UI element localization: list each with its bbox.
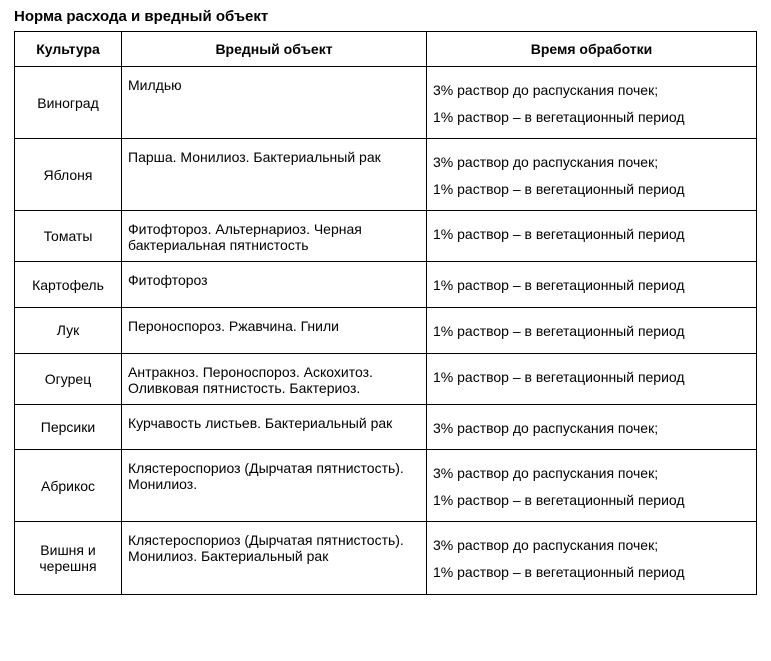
table-row: ЛукПероноспороз. Ржавчина. Гнили1% раств… [15,307,757,353]
cell-culture: Огурец [15,353,122,404]
table-row: Вишня и черешня Клястероспориоз (Дырчата… [15,522,757,594]
treatment-table: Культура Вредный объект Время обработки … [14,31,757,595]
cell-culture: Вишня и черешня [15,522,122,594]
cell-culture: Картофель [15,262,122,308]
table-row: Абрикос Клястероспориоз (Дырчатая пятнис… [15,450,757,522]
cell-object: Милдью [122,67,427,139]
table-row: ЯблоняПарша. Монилиоз. Бактериальный рак… [15,139,757,211]
cell-object: Пероноспороз. Ржавчина. Гнили [122,307,427,353]
table-row: ВиноградМилдью3% раствор до распускания … [15,67,757,139]
table-row: ОгурецАнтракноз. Пероноспороз. Аскохитоз… [15,353,757,404]
cell-culture: Яблоня [15,139,122,211]
cell-time: 1% раствор – в вегетационный период [427,307,757,353]
cell-object: Парша. Монилиоз. Бактериальный рак [122,139,427,211]
cell-time: 3% раствор до распускания почек; 1% раст… [427,450,757,522]
cell-object: Клястероспориоз (Дырчатая пятнистость). … [122,450,427,522]
table-row: ПерсикиКурчавость листьев. Бактериальный… [15,404,757,450]
cell-time: 3% раствор до распускания почек; [427,404,757,450]
cell-culture: Томаты [15,211,122,262]
cell-culture: Лук [15,307,122,353]
cell-time: 1% раствор – в вегетационный период [427,211,757,262]
cell-time: 1% раствор – в вегетационный период [427,353,757,404]
cell-time: 3% раствор до распускания почек; 1% раст… [427,522,757,594]
cell-time: 1% раствор – в вегетационный период [427,262,757,308]
cell-object: Антракноз. Пероноспороз. Аскохитоз. Олив… [122,353,427,404]
col-header-culture: Культура [15,32,122,67]
table-header-row: Культура Вредный объект Время обработки [15,32,757,67]
cell-object: Фитофтороз [122,262,427,308]
cell-culture: Персики [15,404,122,450]
cell-time: 3% раствор до распускания почек; 1% раст… [427,67,757,139]
table-row: ТоматыФитофтороз. Альтернариоз. Черная б… [15,211,757,262]
cell-object: Фитофтороз. Альтернариоз. Черная бактери… [122,211,427,262]
table-row: КартофельФитофтороз1% раствор – в вегета… [15,262,757,308]
col-header-time: Время обработки [427,32,757,67]
cell-culture: Абрикос [15,450,122,522]
cell-time: 3% раствор до распускания почек; 1% раст… [427,139,757,211]
cell-object: Клястероспориоз (Дырчатая пятнистость). … [122,522,427,594]
col-header-object: Вредный объект [122,32,427,67]
page-title: Норма расхода и вредный объект [14,8,757,25]
cell-culture: Виноград [15,67,122,139]
cell-object: Курчавость листьев. Бактериальный рак [122,404,427,450]
